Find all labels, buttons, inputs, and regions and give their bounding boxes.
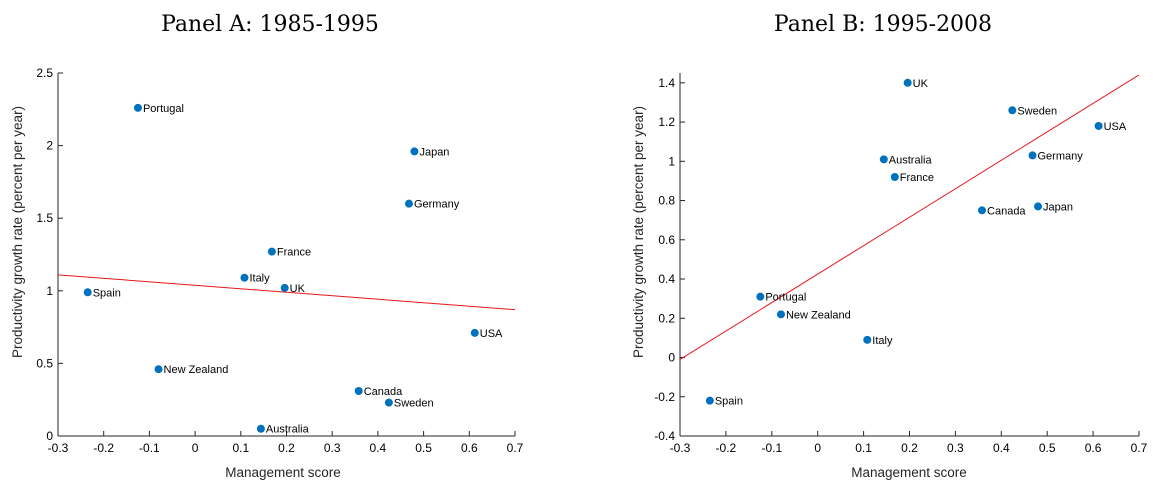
panel-a-point-label: Japan bbox=[419, 146, 449, 158]
panel-b-x-tick-label: 0.4 bbox=[993, 441, 1010, 455]
panel-a-x-tick-label: 0.4 bbox=[370, 441, 387, 455]
panel-b-point-label: Australia bbox=[889, 154, 933, 166]
panel-a-data-point bbox=[133, 103, 142, 112]
panel-a-point-label: France bbox=[277, 247, 311, 259]
panel-a-x-tick-label: -0.2 bbox=[93, 441, 114, 455]
panel-b-x-tick-label: 0.1 bbox=[855, 441, 872, 455]
panel-b-fit-line bbox=[680, 74, 1139, 360]
panel-a-data-point bbox=[404, 199, 413, 208]
panel-b-point-label: Italy bbox=[872, 335, 893, 347]
panel-a-data-point bbox=[410, 147, 419, 156]
panel-b-x-tick-label: -0.1 bbox=[761, 441, 782, 455]
panel-b-x-axis-label: Management score bbox=[851, 465, 967, 480]
panel-b-y-axis-label: Productivity growth rate (percent per ye… bbox=[631, 106, 646, 358]
panel-b-y-tick-label: -0.4 bbox=[654, 429, 675, 443]
panel-a-data-point bbox=[384, 398, 393, 407]
panel-b-data-point bbox=[1094, 121, 1103, 130]
panel-a-x-tick-label: -0.1 bbox=[139, 441, 160, 455]
panel-a-x-tick-label: 0.2 bbox=[278, 441, 295, 455]
panel-b-point-label: Spain bbox=[715, 396, 743, 408]
panel-a-data-point bbox=[280, 283, 289, 292]
panel-b: Panel B: 1995-2008 Management score Prod… bbox=[631, 12, 1148, 480]
panel-b-data-point bbox=[756, 292, 765, 301]
panel-b-x-tick-label: 0.5 bbox=[1039, 441, 1056, 455]
panel-b-point-label: Japan bbox=[1043, 201, 1073, 213]
panel-b-data-point bbox=[903, 78, 912, 87]
panel-b-x-tick-label: -0.3 bbox=[670, 441, 691, 455]
panel-a-point-label: Spain bbox=[93, 287, 121, 299]
panel-b-x-tick-label: 0.3 bbox=[947, 441, 964, 455]
panel-a-data-point bbox=[470, 328, 479, 337]
panel-b-data-point bbox=[879, 155, 888, 164]
panel-a-x-tick-label: 0.7 bbox=[507, 441, 524, 455]
panel-a-data-point bbox=[154, 365, 163, 374]
panel-a-x-tick-label: 0.6 bbox=[461, 441, 478, 455]
panel-a-point-label: Italy bbox=[249, 273, 270, 285]
panel-b-data-point bbox=[705, 396, 714, 405]
panel-b-data-point bbox=[863, 335, 872, 344]
panel-a-y-tick-label: 0.5 bbox=[36, 356, 53, 370]
panel-a-point-label: Australia bbox=[266, 424, 310, 436]
panel-b-point-label: Germany bbox=[1038, 150, 1084, 162]
panel-b-data-point bbox=[1034, 202, 1043, 211]
panel-b-point-label: Canada bbox=[987, 205, 1026, 217]
panel-b-y-tick-label: 0.8 bbox=[658, 194, 675, 208]
panel-b-y-tick-label: 0.2 bbox=[658, 311, 675, 325]
panel-a-point-label: Canada bbox=[364, 386, 403, 398]
panel-a-y-tick-label: 1.5 bbox=[36, 211, 53, 225]
panel-a-y-tick-label: 1 bbox=[46, 284, 53, 298]
panel-a-fit-line bbox=[58, 274, 515, 311]
panel-b-point-label: Portugal bbox=[765, 292, 806, 304]
panel-b-y-tick-label: 1.4 bbox=[658, 76, 675, 90]
panel-b-x-tick-label: -0.2 bbox=[716, 441, 737, 455]
panel-a-y-axis-label: Productivity growth rate (percent per ye… bbox=[10, 106, 25, 358]
panel-a-x-tick-label: 0.1 bbox=[232, 441, 249, 455]
panel-a-x-tick-label: 0.3 bbox=[324, 441, 341, 455]
panel-b-data-point bbox=[1008, 106, 1017, 115]
panel-b-y-tick-label: 1 bbox=[668, 154, 675, 168]
panel-a-point-label: Germany bbox=[414, 199, 460, 211]
panel-b-x-tick-label: 0.7 bbox=[1131, 441, 1148, 455]
panel-a-point-label: USA bbox=[480, 328, 503, 340]
panel-b-y-tick-label: 1.2 bbox=[658, 115, 675, 129]
panel-a-point-label: Portugal bbox=[143, 103, 184, 115]
panel-b-point-label: France bbox=[900, 172, 934, 184]
panel-a-x-tick-label: 0 bbox=[192, 441, 199, 455]
panel-a: Panel A: 1985-1995 Management score Prod… bbox=[10, 12, 524, 480]
panel-a-point-label: UK bbox=[290, 283, 306, 295]
panel-b-y-tick-label: 0.6 bbox=[658, 233, 675, 247]
panel-b-x-tick-label: 0 bbox=[814, 441, 821, 455]
panel-a-x-tick-label: -0.3 bbox=[48, 441, 69, 455]
panel-a-point-label: New Zealand bbox=[164, 364, 229, 376]
panel-b-point-label: UK bbox=[913, 78, 929, 90]
panel-b-y-tick-label: -0.2 bbox=[654, 390, 675, 404]
panel-a-data-point bbox=[83, 288, 92, 297]
panel-b-data-point bbox=[978, 206, 987, 215]
panel-a-x-tick-label: 0.5 bbox=[415, 441, 432, 455]
panel-a-title: Panel A: 1985-1995 bbox=[161, 12, 379, 37]
panel-b-data-point bbox=[890, 172, 899, 181]
panel-a-point-label: Sweden bbox=[394, 398, 434, 410]
panel-b-y-tick-label: 0.4 bbox=[658, 272, 675, 286]
panel-b-title: Panel B: 1995-2008 bbox=[774, 12, 992, 37]
panel-b-y-tick-label: 0 bbox=[668, 351, 675, 365]
panel-a-y-tick-label: 2.5 bbox=[36, 66, 53, 80]
panel-a-data-point bbox=[354, 386, 363, 395]
panel-b-point-label: Sweden bbox=[1017, 105, 1057, 117]
panel-a-y-tick-label: 0 bbox=[46, 429, 53, 443]
panel-b-point-label: New Zealand bbox=[786, 309, 851, 321]
panel-b-data-point bbox=[1028, 151, 1037, 160]
panel-a-data-point bbox=[267, 247, 276, 256]
panel-a-x-axis-label: Management score bbox=[225, 465, 341, 480]
panel-a-data-point bbox=[256, 424, 265, 433]
panel-a-data-point bbox=[240, 273, 249, 282]
panel-b-x-tick-label: 0.6 bbox=[1085, 441, 1102, 455]
panel-b-point-label: USA bbox=[1104, 121, 1127, 133]
panel-b-x-tick-label: 0.2 bbox=[901, 441, 918, 455]
panel-a-y-tick-label: 2 bbox=[46, 139, 53, 153]
panel-b-data-point bbox=[776, 310, 785, 319]
